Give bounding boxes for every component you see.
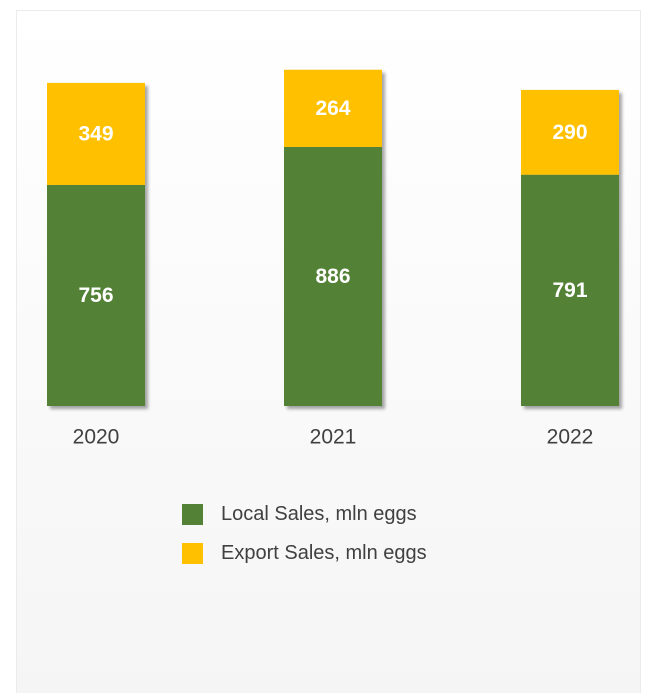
legend-label-export: Export Sales, mln eggs <box>221 542 427 564</box>
bar-export-2021 <box>284 69 382 147</box>
category-label-2020: 2020 <box>73 426 120 449</box>
bar-local-2022 <box>521 174 619 406</box>
category-label-2021: 2021 <box>310 426 357 449</box>
bar-stack-2021 <box>284 69 382 406</box>
data-label-local-2020: 756 <box>78 284 113 307</box>
data-label-export-2021: 264 <box>315 97 350 120</box>
data-label-export-2020: 349 <box>78 122 113 145</box>
bar-local-2020 <box>47 184 145 406</box>
bar-export-2022 <box>521 89 619 175</box>
legend-swatch-export <box>182 543 203 564</box>
category-label-2022: 2022 <box>547 426 594 449</box>
legend-swatch-local <box>182 504 203 525</box>
legend-label-local: Local Sales, mln eggs <box>221 503 417 525</box>
bar-stack-2020 <box>47 82 145 406</box>
data-label-export-2022: 290 <box>552 121 587 144</box>
bar-local-2021 <box>284 146 382 406</box>
bars-layer <box>47 69 619 406</box>
data-label-local-2022: 791 <box>552 279 587 302</box>
bar-stack-2022 <box>521 89 619 406</box>
legend: Local Sales, mln eggs Export Sales, mln e… <box>182 503 427 564</box>
bar-export-2020 <box>47 82 145 185</box>
labels-layer: 756 349 2020 886 264 2021 791 290 2022 <box>73 97 594 449</box>
data-label-local-2021: 886 <box>315 265 350 288</box>
